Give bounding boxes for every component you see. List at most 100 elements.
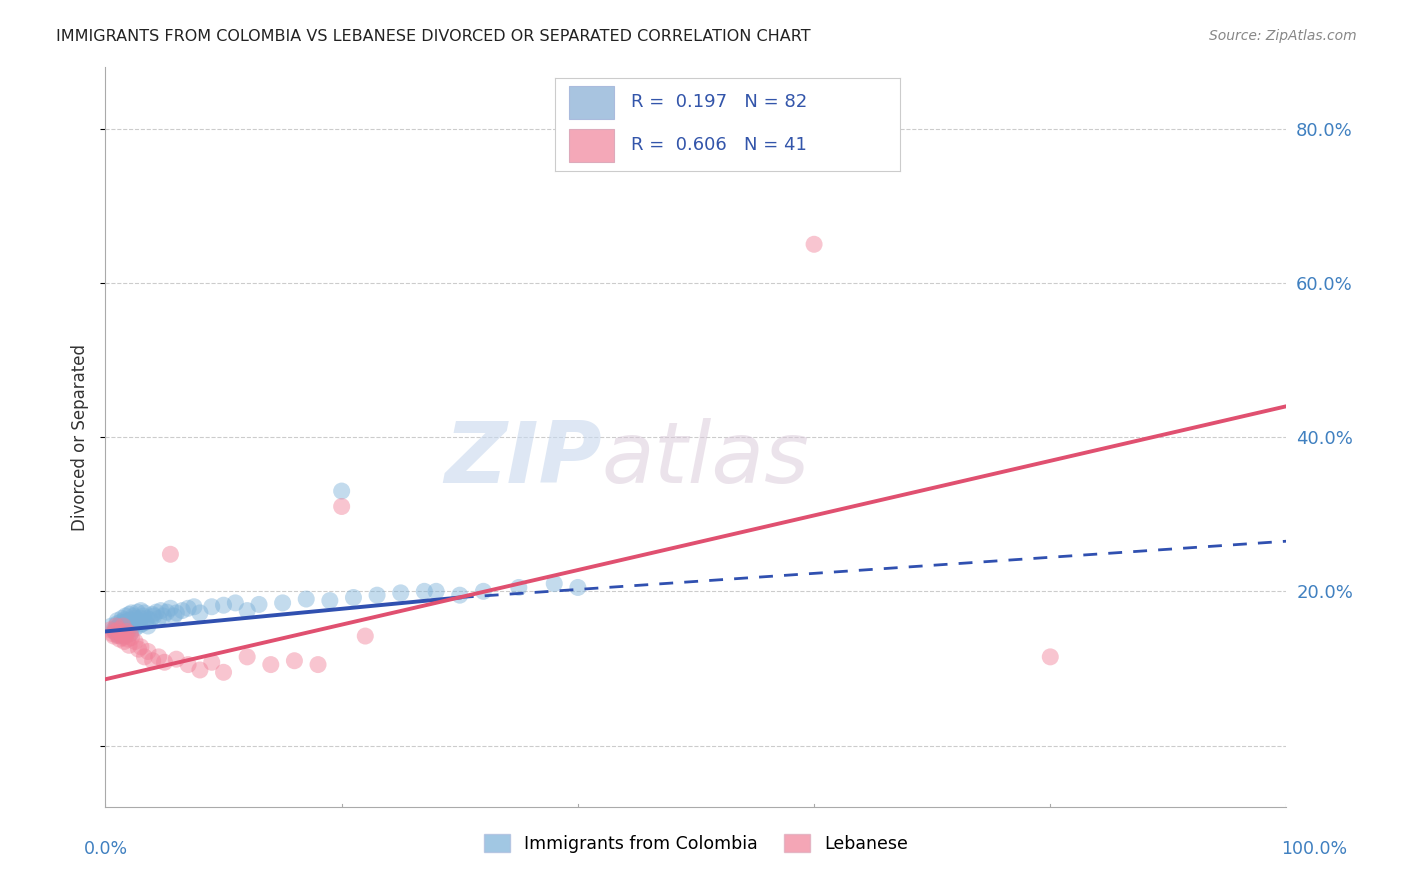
Point <box>120 631 142 645</box>
Point <box>389 586 412 600</box>
Point <box>212 598 235 612</box>
Point <box>183 599 205 614</box>
Point <box>112 615 135 630</box>
Point <box>124 611 146 625</box>
Point <box>159 601 181 615</box>
Point <box>111 611 134 625</box>
Point <box>319 593 342 607</box>
Point <box>112 619 135 633</box>
Point <box>283 654 305 668</box>
Point <box>114 609 136 624</box>
Point <box>152 609 174 624</box>
Point <box>135 611 157 625</box>
Point <box>117 632 139 647</box>
Point <box>112 622 135 636</box>
Point <box>112 613 135 627</box>
Point <box>543 576 565 591</box>
Point <box>108 618 131 632</box>
Point <box>120 626 142 640</box>
Point <box>236 649 259 664</box>
Point <box>413 584 436 599</box>
Point <box>122 609 145 624</box>
Point <box>172 604 194 618</box>
Point <box>111 625 134 640</box>
Point <box>111 628 134 642</box>
Point <box>115 624 138 639</box>
Point <box>108 624 131 638</box>
Point <box>425 584 447 599</box>
Point <box>188 663 211 677</box>
Point <box>135 615 157 630</box>
Point <box>110 615 132 630</box>
Point <box>100 619 122 633</box>
Point <box>139 613 162 627</box>
Point <box>128 642 150 657</box>
Point <box>148 649 170 664</box>
Point <box>114 627 136 641</box>
Point <box>354 629 377 643</box>
Text: 100.0%: 100.0% <box>1281 840 1348 858</box>
Point <box>159 547 181 561</box>
Point <box>105 628 128 642</box>
Point <box>224 596 246 610</box>
Point <box>103 623 125 637</box>
Point <box>129 611 152 625</box>
Point <box>118 616 141 631</box>
Text: R =  0.606   N = 41: R = 0.606 N = 41 <box>631 136 807 154</box>
Text: Source: ZipAtlas.com: Source: ZipAtlas.com <box>1209 29 1357 43</box>
Point <box>118 638 141 652</box>
Point <box>134 606 156 620</box>
Point <box>128 618 150 632</box>
Point <box>112 634 135 648</box>
Point <box>118 607 141 622</box>
Point <box>117 624 139 639</box>
Point <box>472 584 495 599</box>
Point <box>803 237 825 252</box>
Point <box>114 629 136 643</box>
Point <box>105 619 128 633</box>
Point <box>124 634 146 648</box>
Point <box>148 611 170 625</box>
Point <box>330 484 353 499</box>
Point <box>104 624 127 639</box>
Point <box>98 623 121 637</box>
Point <box>121 619 143 633</box>
Point <box>112 631 135 645</box>
Bar <box>569 86 614 119</box>
Point <box>567 581 589 595</box>
Point <box>103 629 125 643</box>
Point <box>163 609 186 624</box>
Point <box>295 592 318 607</box>
Point <box>449 588 471 602</box>
Point <box>101 626 124 640</box>
Point <box>156 605 179 619</box>
Point <box>107 623 129 637</box>
Point <box>107 628 129 642</box>
Point <box>508 581 530 595</box>
Point <box>125 615 148 630</box>
Point <box>201 599 224 614</box>
Point <box>115 621 138 635</box>
Point <box>105 614 128 628</box>
Point <box>124 621 146 635</box>
Point <box>201 655 224 669</box>
Point <box>110 625 132 640</box>
Point <box>127 605 149 619</box>
Point <box>112 617 135 632</box>
Point <box>236 604 259 618</box>
Bar <box>569 129 614 162</box>
Point <box>307 657 329 672</box>
Text: ZIP: ZIP <box>444 417 602 500</box>
Point <box>115 615 138 629</box>
Point <box>342 591 364 605</box>
Point <box>153 655 176 669</box>
Point <box>149 604 172 618</box>
Point <box>108 632 131 647</box>
Point <box>260 657 283 672</box>
Point <box>271 596 294 610</box>
Point <box>142 609 165 624</box>
Point <box>188 606 211 620</box>
Point <box>129 604 152 618</box>
Text: IMMIGRANTS FROM COLOMBIA VS LEBANESE DIVORCED OR SEPARATED CORRELATION CHART: IMMIGRANTS FROM COLOMBIA VS LEBANESE DIV… <box>56 29 811 44</box>
Point <box>1039 649 1062 664</box>
